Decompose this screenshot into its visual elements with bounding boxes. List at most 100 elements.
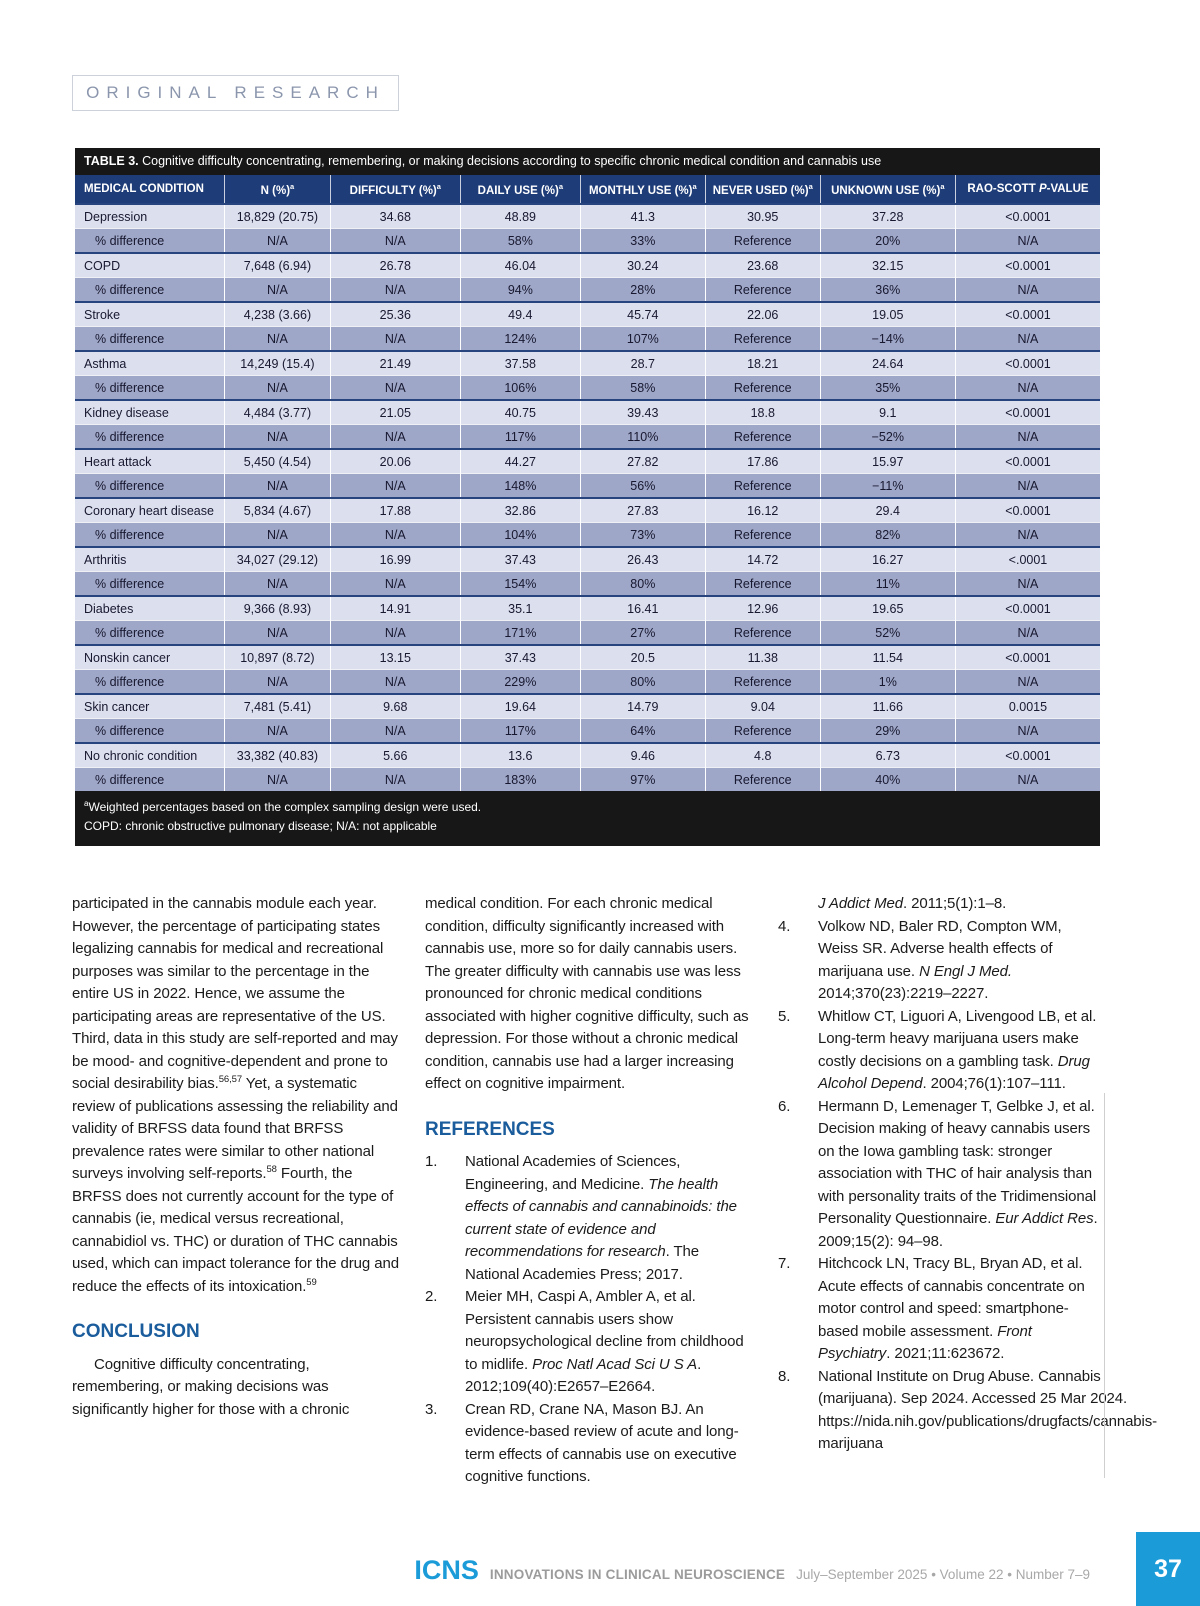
- condition-value: 7,481 (5.41): [224, 693, 331, 719]
- difference-value: N/A: [954, 669, 1100, 695]
- table-row-condition: Depression 18,829 (20.75) 34.68 48.89 41.3 30…: [75, 203, 1100, 229]
- difference-value: 229%: [459, 669, 581, 695]
- table-footnotes: aWeighted percentages based on the compl…: [75, 791, 1100, 846]
- table-row-condition: Heart attack 5,450 (4.54) 20.06 44.27 27.82 1…: [75, 448, 1100, 474]
- condition-value: 24.64: [819, 350, 956, 376]
- difference-value: Reference: [704, 326, 821, 352]
- condition-value: 26.43: [579, 546, 706, 572]
- reference-item: 4. Volkow ND, Baler RD, Compton WM, Weiss…: [778, 916, 1105, 1006]
- condition-value: 34,027 (29.12): [224, 546, 331, 572]
- condition-name: Skin cancer: [75, 693, 225, 719]
- condition-value: 9.46: [579, 742, 706, 768]
- condition-value: 14,249 (15.4): [224, 350, 331, 376]
- condition-value: 7,648 (6.94): [224, 252, 331, 278]
- condition-name: Heart attack: [75, 448, 225, 474]
- condition-value: <0.0001: [954, 595, 1100, 621]
- difference-label: % difference: [75, 424, 225, 450]
- condition-value: 33,382 (40.83): [224, 742, 331, 768]
- difference-value: 58%: [579, 375, 706, 401]
- condition-value: 23.68: [704, 252, 821, 278]
- difference-value: N/A: [224, 277, 331, 303]
- conclusion-heading: CONCLUSION: [72, 1321, 200, 1342]
- column-header: MEDICAL CONDITION: [75, 174, 225, 205]
- reference-item: 2. Meier MH, Caspi A, Ambler A, et al. Pe…: [425, 1286, 752, 1399]
- condition-value: 20.5: [579, 644, 706, 670]
- difference-value: Reference: [704, 375, 821, 401]
- difference-value: N/A: [954, 326, 1100, 352]
- difference-value: 27%: [579, 620, 706, 646]
- difference-label: % difference: [75, 620, 225, 646]
- column-header: NEVER USED (%)a: [704, 174, 821, 205]
- difference-label: % difference: [75, 277, 225, 303]
- reference-item: 7. Hitchcock LN, Tracy BL, Bryan AD, et a…: [778, 1253, 1105, 1366]
- reference-text: Meier MH, Caspi A, Ambler A, et al. Pers…: [465, 1288, 744, 1395]
- difference-value: N/A: [329, 326, 461, 352]
- table-row-difference: % difference N/A N/A 117% 110% Reference −52% N…: [75, 424, 1100, 450]
- condition-value: 21.49: [329, 350, 461, 376]
- difference-value: N/A: [954, 277, 1100, 303]
- reference-text: Hermann D, Lemenager T, Gelbke J, et al.…: [818, 1097, 1098, 1250]
- table-header-row: MEDICAL CONDITION N (%)a DIFFICULTY (%)a DA…: [75, 174, 1100, 205]
- difference-value: 183%: [459, 767, 581, 792]
- condition-value: <.0001: [954, 546, 1100, 572]
- column-header: UNKNOWN USE (%)a: [819, 174, 956, 205]
- text-column-2: medical condition. For each chronic medi…: [425, 893, 752, 1489]
- difference-value: Reference: [704, 424, 821, 450]
- difference-value: −14%: [819, 326, 956, 352]
- condition-value: <0.0001: [954, 448, 1100, 474]
- difference-value: N/A: [954, 767, 1100, 792]
- condition-value: 14.91: [329, 595, 461, 621]
- difference-value: 171%: [459, 620, 581, 646]
- difference-label: % difference: [75, 375, 225, 401]
- difference-value: Reference: [704, 228, 821, 254]
- column-header: DIFFICULTY (%)a: [329, 174, 461, 205]
- condition-value: 5,450 (4.54): [224, 448, 331, 474]
- table-row-condition: Asthma 14,249 (15.4) 21.49 37.58 28.7 18.21 24…: [75, 350, 1100, 376]
- difference-label: % difference: [75, 326, 225, 352]
- table-row-condition: Diabetes 9,366 (8.93) 14.91 35.1 16.41 12.96 1…: [75, 595, 1100, 621]
- condition-value: 48.89: [459, 203, 581, 229]
- difference-value: 35%: [819, 375, 956, 401]
- table-row-condition: Kidney disease 4,484 (3.77) 21.05 40.75 39.4…: [75, 399, 1100, 425]
- condition-value: 13.15: [329, 644, 461, 670]
- page-number-box: 37: [1136, 1532, 1200, 1606]
- difference-label: % difference: [75, 473, 225, 499]
- table-row-difference: % difference N/A N/A 183% 97% Reference 40% N/A: [75, 767, 1100, 792]
- table-row-condition: Nonskin cancer 10,897 (8.72) 13.15 37.43 20.…: [75, 644, 1100, 670]
- condition-value: 14.79: [579, 693, 706, 719]
- condition-name: Kidney disease: [75, 399, 225, 425]
- condition-value: 5.66: [329, 742, 461, 768]
- difference-value: 73%: [579, 522, 706, 548]
- condition-value: 4.8: [704, 742, 821, 768]
- difference-value: N/A: [224, 326, 331, 352]
- condition-value: 14.72: [704, 546, 821, 572]
- table-title-text: Cognitive difficulty concentrating, reme…: [138, 154, 882, 168]
- difference-value: Reference: [704, 571, 821, 597]
- condition-value: 10,897 (8.72): [224, 644, 331, 670]
- reference-item: 6. Hermann D, Lemenager T, Gelbke J, et a…: [778, 1096, 1105, 1254]
- condition-name: No chronic condition: [75, 742, 225, 768]
- table-row-difference: % difference N/A N/A 94% 28% Reference 36% N/A: [75, 277, 1100, 303]
- condition-value: 22.06: [704, 301, 821, 327]
- data-table: MEDICAL CONDITION N (%)a DIFFICULTY (%)a DA…: [75, 174, 1100, 792]
- difference-value: N/A: [329, 669, 461, 695]
- condition-value: 19.05: [819, 301, 956, 327]
- journal-name: INNOVATIONS IN CLINICAL NEUROSCIENCE: [489, 1567, 786, 1582]
- difference-value: 107%: [579, 326, 706, 352]
- table-footnote: aWeighted percentages based on the compl…: [84, 799, 482, 815]
- column-header: N (%)a: [224, 174, 331, 205]
- table-row-difference: % difference N/A N/A 154% 80% Reference 11% N/A: [75, 571, 1100, 597]
- difference-value: 104%: [459, 522, 581, 548]
- condition-name: Coronary heart disease: [75, 497, 225, 523]
- reference-text: J Addict Med. 2011;5(1):1–8.: [818, 895, 1007, 912]
- condition-value: 4,238 (3.66): [224, 301, 331, 327]
- difference-value: 80%: [579, 571, 706, 597]
- condition-value: 34.68: [329, 203, 461, 229]
- condition-value: 16.27: [819, 546, 956, 572]
- difference-value: N/A: [954, 522, 1100, 548]
- difference-label: % difference: [75, 228, 225, 254]
- text-column-3: J Addict Med. 2011;5(1):1–8. 4. Volkow ND,…: [778, 893, 1157, 1489]
- condition-name: COPD: [75, 252, 225, 278]
- condition-value: 27.82: [579, 448, 706, 474]
- condition-value: <0.0001: [954, 350, 1100, 376]
